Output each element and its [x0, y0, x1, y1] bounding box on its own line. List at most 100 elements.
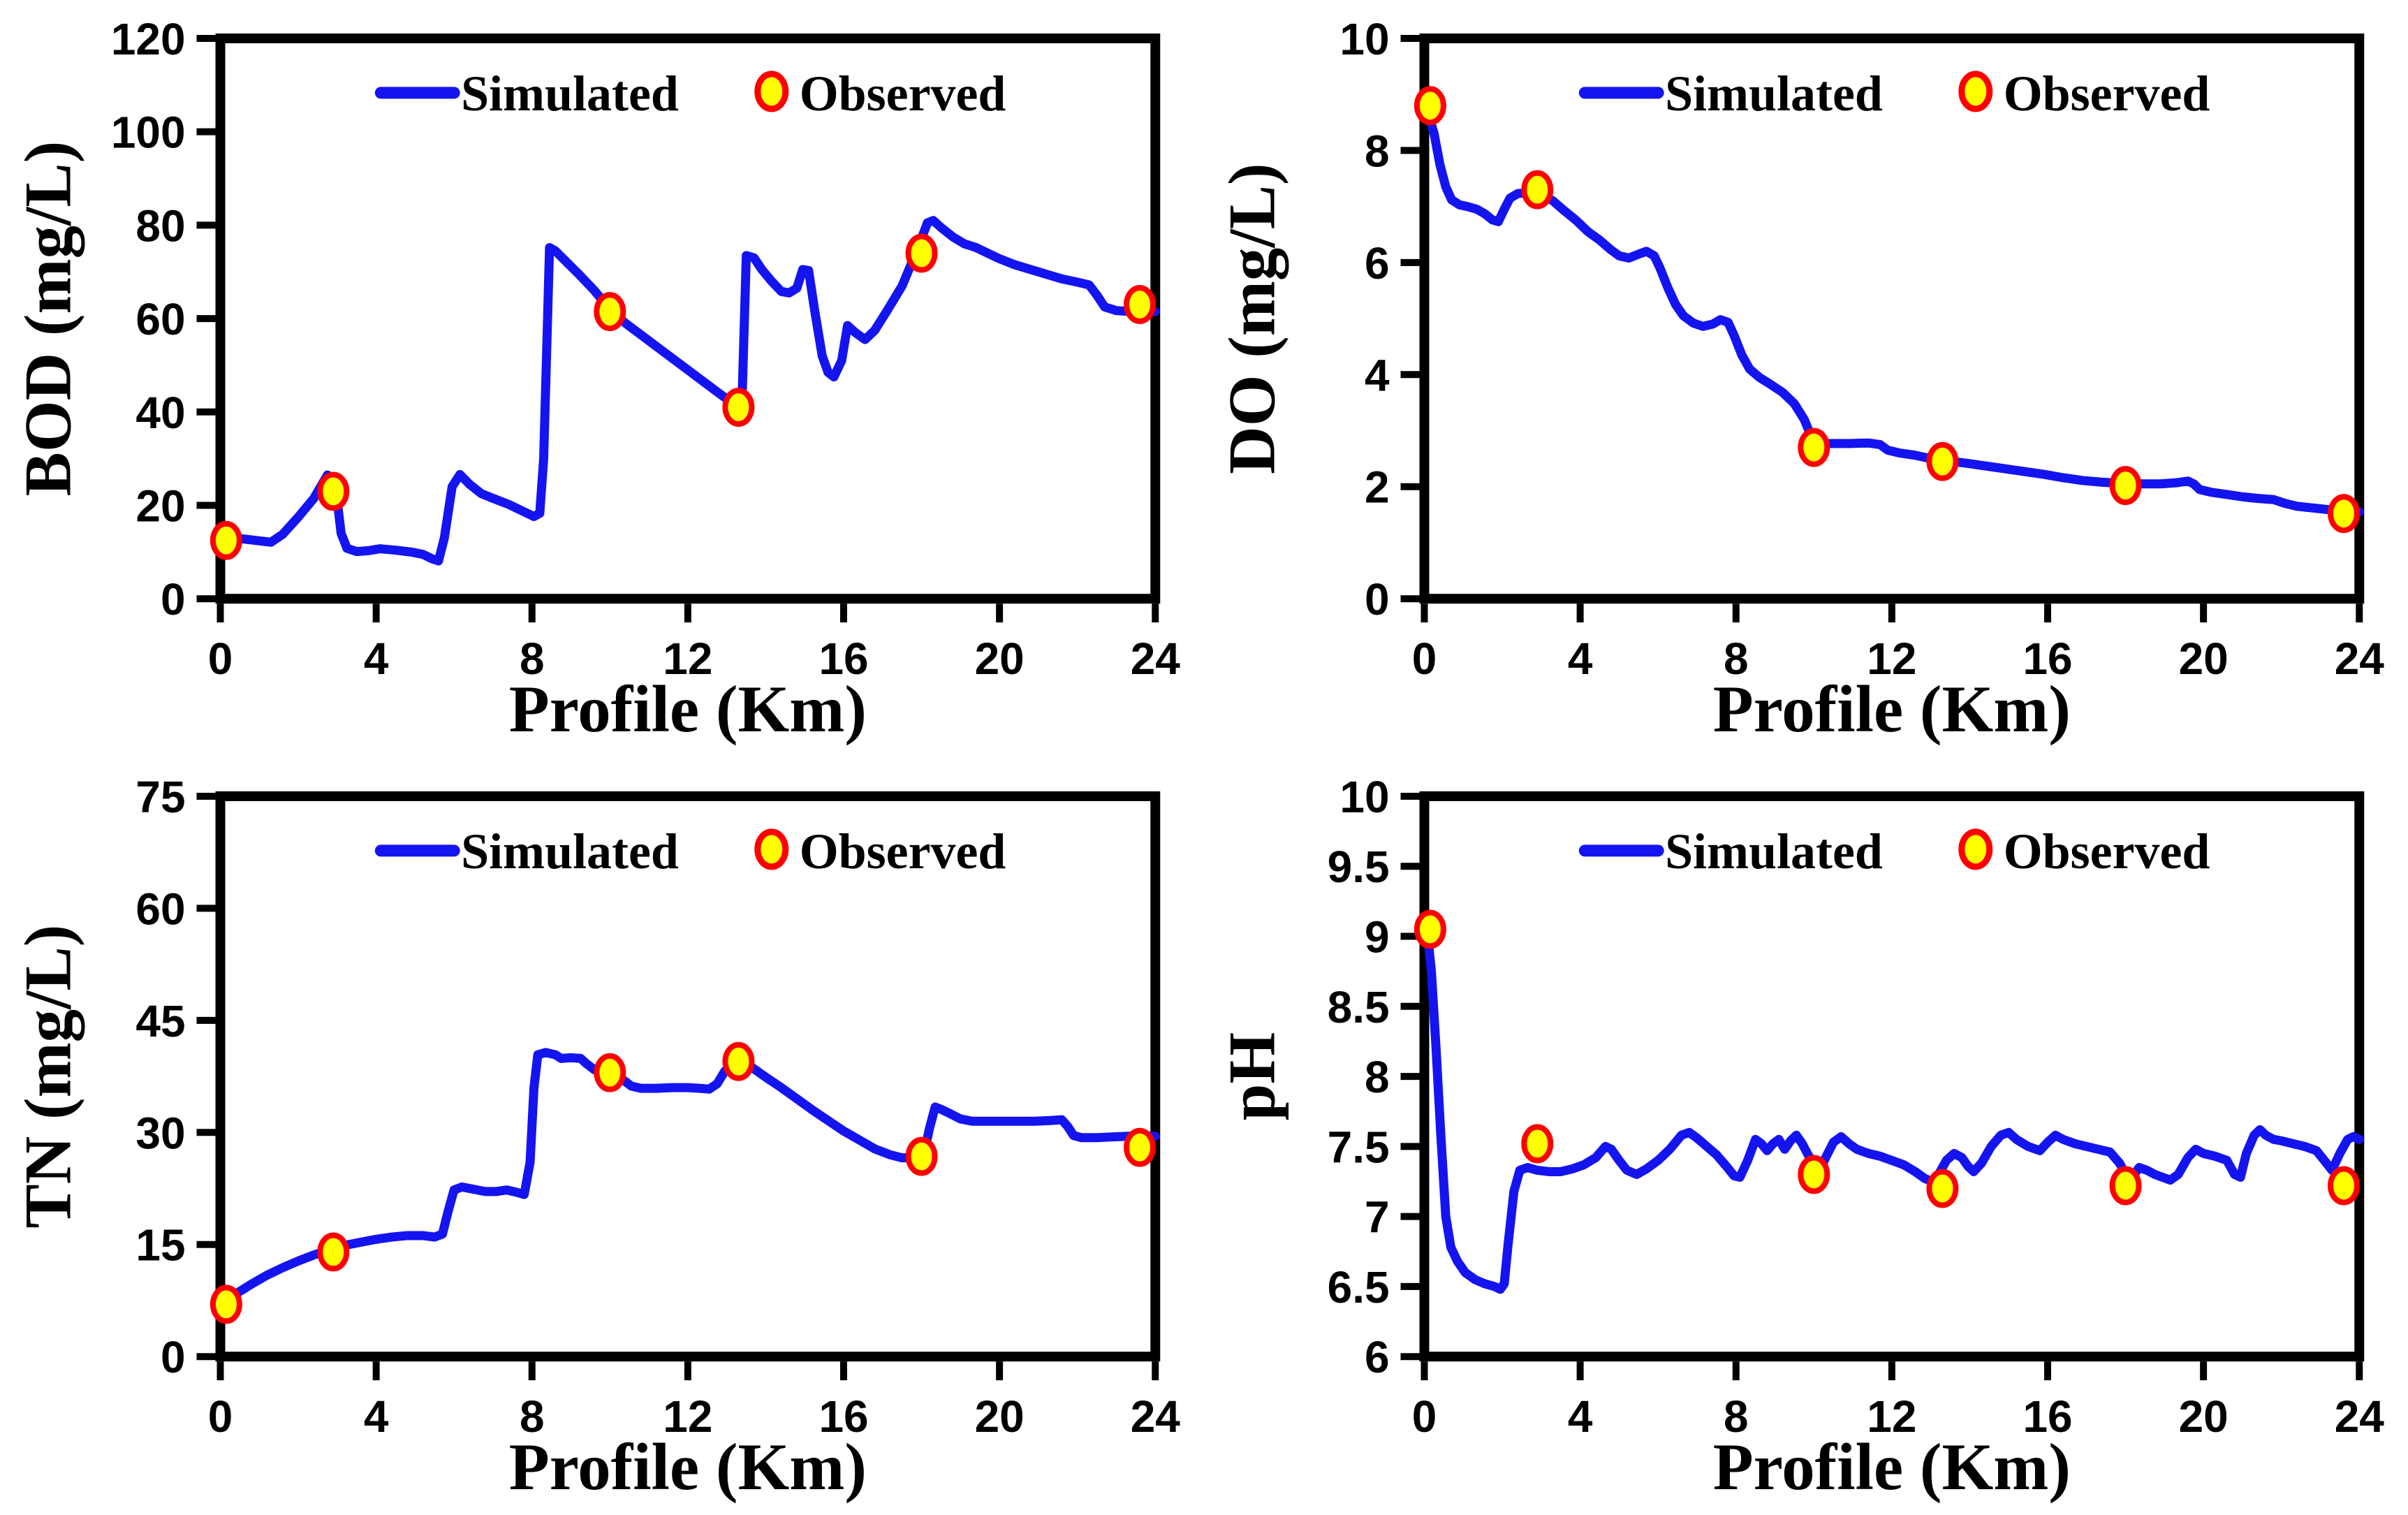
x-tick-label: 0	[1412, 634, 1437, 684]
x-tick-label: 4	[364, 1391, 389, 1442]
y-tick-label: 10	[1339, 14, 1389, 64]
observed-point	[317, 1232, 350, 1272]
y-tick-label: 20	[135, 481, 185, 531]
x-tick-label: 20	[975, 1391, 1025, 1442]
legend-observed-marker	[1958, 828, 1993, 870]
observed-point	[905, 1136, 938, 1176]
legend-observed-label: Observed	[800, 824, 1006, 879]
y-tick-label: 8	[1365, 126, 1390, 176]
y-tick-label: 80	[135, 200, 185, 251]
y-tick-label: 4	[1365, 350, 1390, 400]
legend-simulated-label: Simulated	[461, 66, 679, 122]
y-tick-label: 100	[111, 108, 186, 158]
plot-border	[1419, 791, 2365, 1362]
y-tick-label: 6.5	[1328, 1262, 1390, 1312]
x-tick-label: 4	[1568, 634, 1593, 684]
x-tick-label: 24	[2335, 634, 2385, 684]
x-tick-label: 8	[520, 1391, 545, 1442]
y-tick-label: 75	[135, 772, 185, 822]
chart-panel-do: 0 4 8 12 16 20 24 0 2 4 6 8 10 Profile (Km) DO (mg/L) S…	[1204, 0, 2408, 757]
x-tick-label: 4	[1568, 1391, 1593, 1442]
x-tick-label: 0	[208, 1391, 233, 1442]
legend-simulated-label: Simulated	[1665, 824, 1883, 879]
legend-observed-marker	[1958, 71, 1993, 112]
legend: Simulated Observed	[374, 66, 1006, 122]
x-tick-label: 16	[818, 1391, 868, 1442]
legend-simulated-label: Simulated	[461, 824, 679, 879]
x-tick-label: 24	[1131, 1391, 1181, 1442]
observed-point	[594, 1053, 626, 1092]
legend: Simulated Observed	[1578, 66, 2210, 122]
observed-point	[722, 388, 755, 427]
observed-point	[722, 1041, 755, 1081]
observed-point	[1521, 170, 1554, 210]
plot-border	[1419, 33, 2365, 604]
x-tick-label: 4	[364, 634, 389, 684]
x-tick-label: 24	[1131, 634, 1181, 684]
y-axis-title: BOD (mg/L)	[11, 141, 85, 497]
chart-panel-bod: 0 4 8 12 16 20 24 0 20 40 60 80 100 120 Profile (Km) BO…	[0, 0, 1204, 757]
x-tick-label: 12	[1867, 634, 1916, 684]
legend-simulated-label: Simulated	[1665, 66, 1883, 122]
x-tick-label: 8	[1724, 634, 1749, 684]
observed-point	[1414, 86, 1446, 126]
observed-point	[2328, 1166, 2360, 1206]
x-tick-label: 12	[663, 1391, 712, 1442]
x-tick-label: 16	[2022, 1391, 2072, 1442]
observed-point	[1414, 909, 1446, 949]
x-tick-label: 12	[663, 634, 712, 684]
y-tick-label: 10	[1339, 772, 1389, 822]
legend: Simulated Observed	[1578, 824, 2210, 879]
x-tick-label: 16	[818, 634, 868, 684]
simulated-line	[1420, 106, 2364, 517]
observed-point	[1926, 441, 1959, 481]
legend-observed-label: Observed	[2004, 824, 2210, 879]
plot-border	[215, 33, 1161, 604]
observed-point	[210, 520, 242, 560]
x-tick-label: 12	[1867, 1391, 1916, 1442]
x-tick-label: 20	[2179, 634, 2229, 684]
simulated-line	[216, 216, 1160, 566]
observed-point	[2328, 494, 2360, 534]
x-tick-label: 8	[1724, 1391, 1749, 1442]
observed-point	[905, 233, 938, 273]
y-axis-title: pH	[1215, 1032, 1289, 1121]
y-tick-label: 15	[135, 1220, 185, 1271]
simulated-line	[216, 1048, 1160, 1309]
plot-border	[215, 791, 1161, 1362]
y-tick-label: 0	[1365, 574, 1390, 624]
simulated-line	[1420, 928, 2364, 1294]
y-axis-title: TN (mg/L)	[11, 925, 85, 1229]
y-tick-label: 0	[161, 574, 186, 624]
y-tick-label: 6	[1365, 1332, 1390, 1382]
y-tick-label: 2	[1365, 462, 1390, 513]
y-tick-label: 6	[1365, 238, 1390, 288]
x-tick-label: 20	[2179, 1391, 2229, 1442]
legend-observed-label: Observed	[2004, 66, 2210, 122]
observed-point	[317, 471, 350, 511]
bod-chart: 0 4 8 12 16 20 24 0 20 40 60 80 100 120 Profile (Km) BO…	[11, 14, 1181, 746]
observed-point	[1798, 427, 1830, 467]
x-tick-label: 0	[1412, 1391, 1437, 1442]
x-tick-label: 16	[2022, 634, 2072, 684]
legend: Simulated Observed	[374, 824, 1006, 879]
y-tick-label: 45	[135, 996, 185, 1046]
observed-point	[1798, 1155, 1830, 1194]
observed-point	[594, 292, 626, 332]
observed-point	[1124, 1127, 1156, 1167]
observed-point	[2109, 1166, 2142, 1206]
y-tick-label: 8.5	[1328, 982, 1390, 1032]
y-tick-label: 0	[161, 1332, 186, 1382]
y-tick-label: 7.5	[1328, 1122, 1390, 1172]
chart-panel-ph: 0 4 8 12 16 20 24 6 6.5 7 7.5 8 8.5 9 9.5 10 Profile (Km…	[1204, 758, 2408, 1515]
ph-chart: 0 4 8 12 16 20 24 6 6.5 7 7.5 8 8.5 9 9.5 10 Profile (Km…	[1215, 772, 2385, 1504]
x-axis-title: Profile (Km)	[1713, 672, 2071, 746]
x-tick-label: 8	[520, 634, 545, 684]
tn-chart: 0 4 8 12 16 20 24 0 15 30 45 60 75 Profile (Km) TN (mg…	[11, 772, 1181, 1504]
legend-observed-marker	[754, 828, 789, 870]
y-tick-label: 40	[135, 388, 185, 438]
legend-observed-label: Observed	[800, 66, 1006, 122]
x-tick-label: 0	[208, 634, 233, 684]
x-axis-title: Profile (Km)	[509, 1430, 867, 1504]
